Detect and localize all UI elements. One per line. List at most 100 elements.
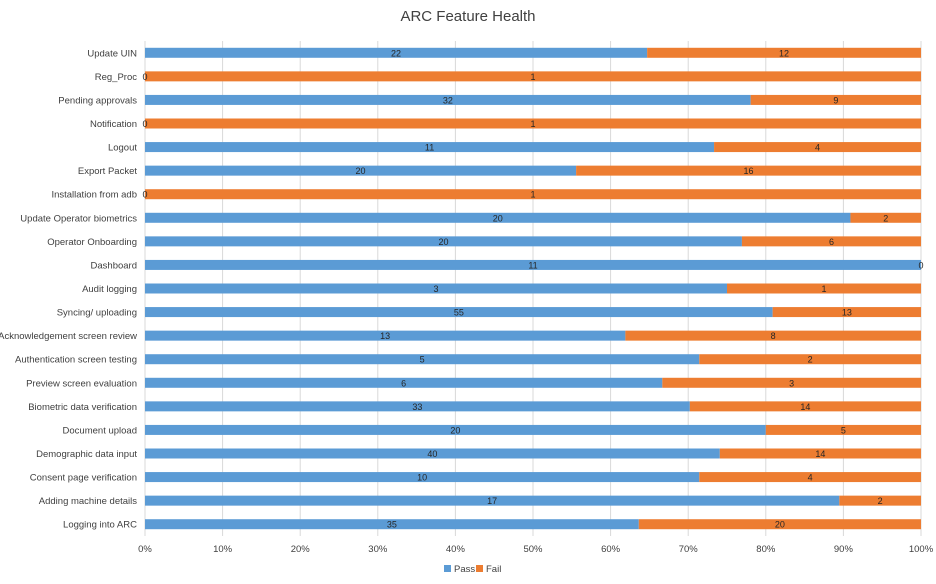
category-label: Syncing/ uploading [57, 308, 137, 319]
data-label-fail: 1 [530, 72, 535, 82]
data-label-pass: 22 [391, 48, 401, 58]
data-label-pass: 11 [425, 143, 434, 153]
bar-pass [145, 165, 577, 176]
data-label-fail: 8 [771, 331, 776, 341]
data-label-fail: 2 [878, 496, 883, 506]
bar-pass [145, 401, 690, 412]
x-tick-label: 80% [756, 544, 776, 555]
data-label-pass: 3 [433, 284, 438, 294]
bar-pass [145, 307, 773, 318]
bar-fail [145, 71, 921, 82]
category-label: Dashboard [91, 260, 137, 271]
data-label-fail: 12 [779, 48, 789, 58]
bar-fail [647, 47, 921, 58]
data-label-pass: 20 [493, 213, 503, 223]
category-label: Installation from adb [51, 190, 137, 201]
bar-fail [689, 401, 921, 412]
data-label-fail: 1 [530, 119, 535, 129]
bar-fail [850, 212, 921, 223]
bar-fail [662, 377, 921, 388]
category-label: Export Packet [78, 166, 137, 177]
bar-pass [145, 236, 742, 247]
bar-pass [145, 424, 766, 435]
data-label-pass: 0 [142, 72, 147, 82]
data-label-pass: 13 [380, 331, 390, 341]
bar-fail [839, 495, 921, 506]
x-tick-label: 0% [138, 544, 152, 555]
category-label: Update UIN [87, 48, 137, 59]
data-label-fail: 5 [841, 425, 846, 435]
data-label-fail: 2 [808, 355, 813, 365]
bar-pass [145, 47, 648, 58]
legend-label-pass: Pass [454, 564, 475, 575]
category-label: Logout [108, 143, 137, 154]
bar-fail [750, 94, 921, 105]
data-label-pass: 20 [450, 425, 460, 435]
category-label: Pending approvals [58, 95, 137, 106]
bar-pass [145, 212, 851, 223]
bar-fail [145, 118, 921, 129]
bar-fail [765, 424, 921, 435]
x-tick-label: 60% [601, 544, 621, 555]
x-tick-label: 70% [679, 544, 699, 555]
category-label: Audit logging [82, 284, 137, 295]
data-label-pass: 33 [412, 402, 422, 412]
bar-fail [699, 472, 921, 483]
x-tick-label: 20% [291, 544, 311, 555]
category-labels: Update UIN Reg_Proc Pending approvals Notif… [0, 48, 137, 530]
category-label: Demographic data input [36, 449, 137, 460]
bar-fail [576, 165, 921, 176]
data-label-pass: 17 [487, 496, 497, 506]
category-label: Update Operator biometrics [20, 213, 137, 224]
bar-fail [638, 519, 921, 530]
data-label-fail: 2 [883, 213, 888, 223]
data-label-fail: 4 [815, 143, 820, 153]
data-label-pass: 11 [528, 260, 537, 270]
category-label: Reg_Proc [95, 72, 137, 83]
data-label-pass: 5 [420, 355, 425, 365]
x-tick-label: 90% [834, 544, 854, 555]
x-tick-label: 100% [909, 544, 934, 555]
bar-pass [145, 495, 840, 506]
data-label-fail: 4 [808, 473, 813, 483]
category-label: Preview screen evaluation [26, 378, 137, 389]
bar-fail [625, 330, 921, 341]
data-label-pass: 32 [443, 95, 453, 105]
bar-pass [145, 94, 751, 105]
data-label-pass: 35 [387, 520, 397, 530]
data-label-pass: 55 [454, 308, 464, 318]
bar-pass [145, 330, 626, 341]
bar-pass [145, 142, 715, 153]
x-tick-label: 30% [368, 544, 388, 555]
x-tick-label: 10% [213, 544, 233, 555]
bar-pass [145, 354, 700, 365]
category-label: Biometric data verification [28, 402, 137, 413]
legend-swatch-pass [444, 565, 451, 572]
bar-pass [145, 519, 639, 530]
data-label-pass: 40 [427, 449, 437, 459]
data-label-fail: 16 [744, 166, 754, 176]
data-label-fail: 3 [789, 378, 794, 388]
category-label: Notification [90, 119, 137, 130]
x-tick-label: 50% [523, 544, 543, 555]
category-label: Operator Onboarding [47, 237, 137, 248]
data-label-fail: 20 [775, 520, 785, 530]
data-label-fail: 9 [833, 95, 838, 105]
data-label-fail: 14 [800, 402, 810, 412]
legend-swatch-fail [476, 565, 483, 572]
legend: Pass Fail [444, 564, 501, 575]
bars-layer [145, 47, 921, 530]
bar-pass [145, 377, 663, 388]
data-label-pass: 6 [401, 378, 406, 388]
bar-fail [714, 142, 921, 153]
data-label-fail: 14 [815, 449, 825, 459]
bar-fail [772, 307, 921, 318]
bar-fail [727, 283, 921, 294]
category-label: Logging into ARC [63, 520, 137, 531]
category-label: Authentication screen testing [15, 355, 137, 366]
bar-fail [699, 354, 921, 365]
data-label-pass: 0 [142, 119, 147, 129]
data-label-pass: 10 [417, 473, 427, 483]
data-label-fail: 13 [842, 308, 852, 318]
